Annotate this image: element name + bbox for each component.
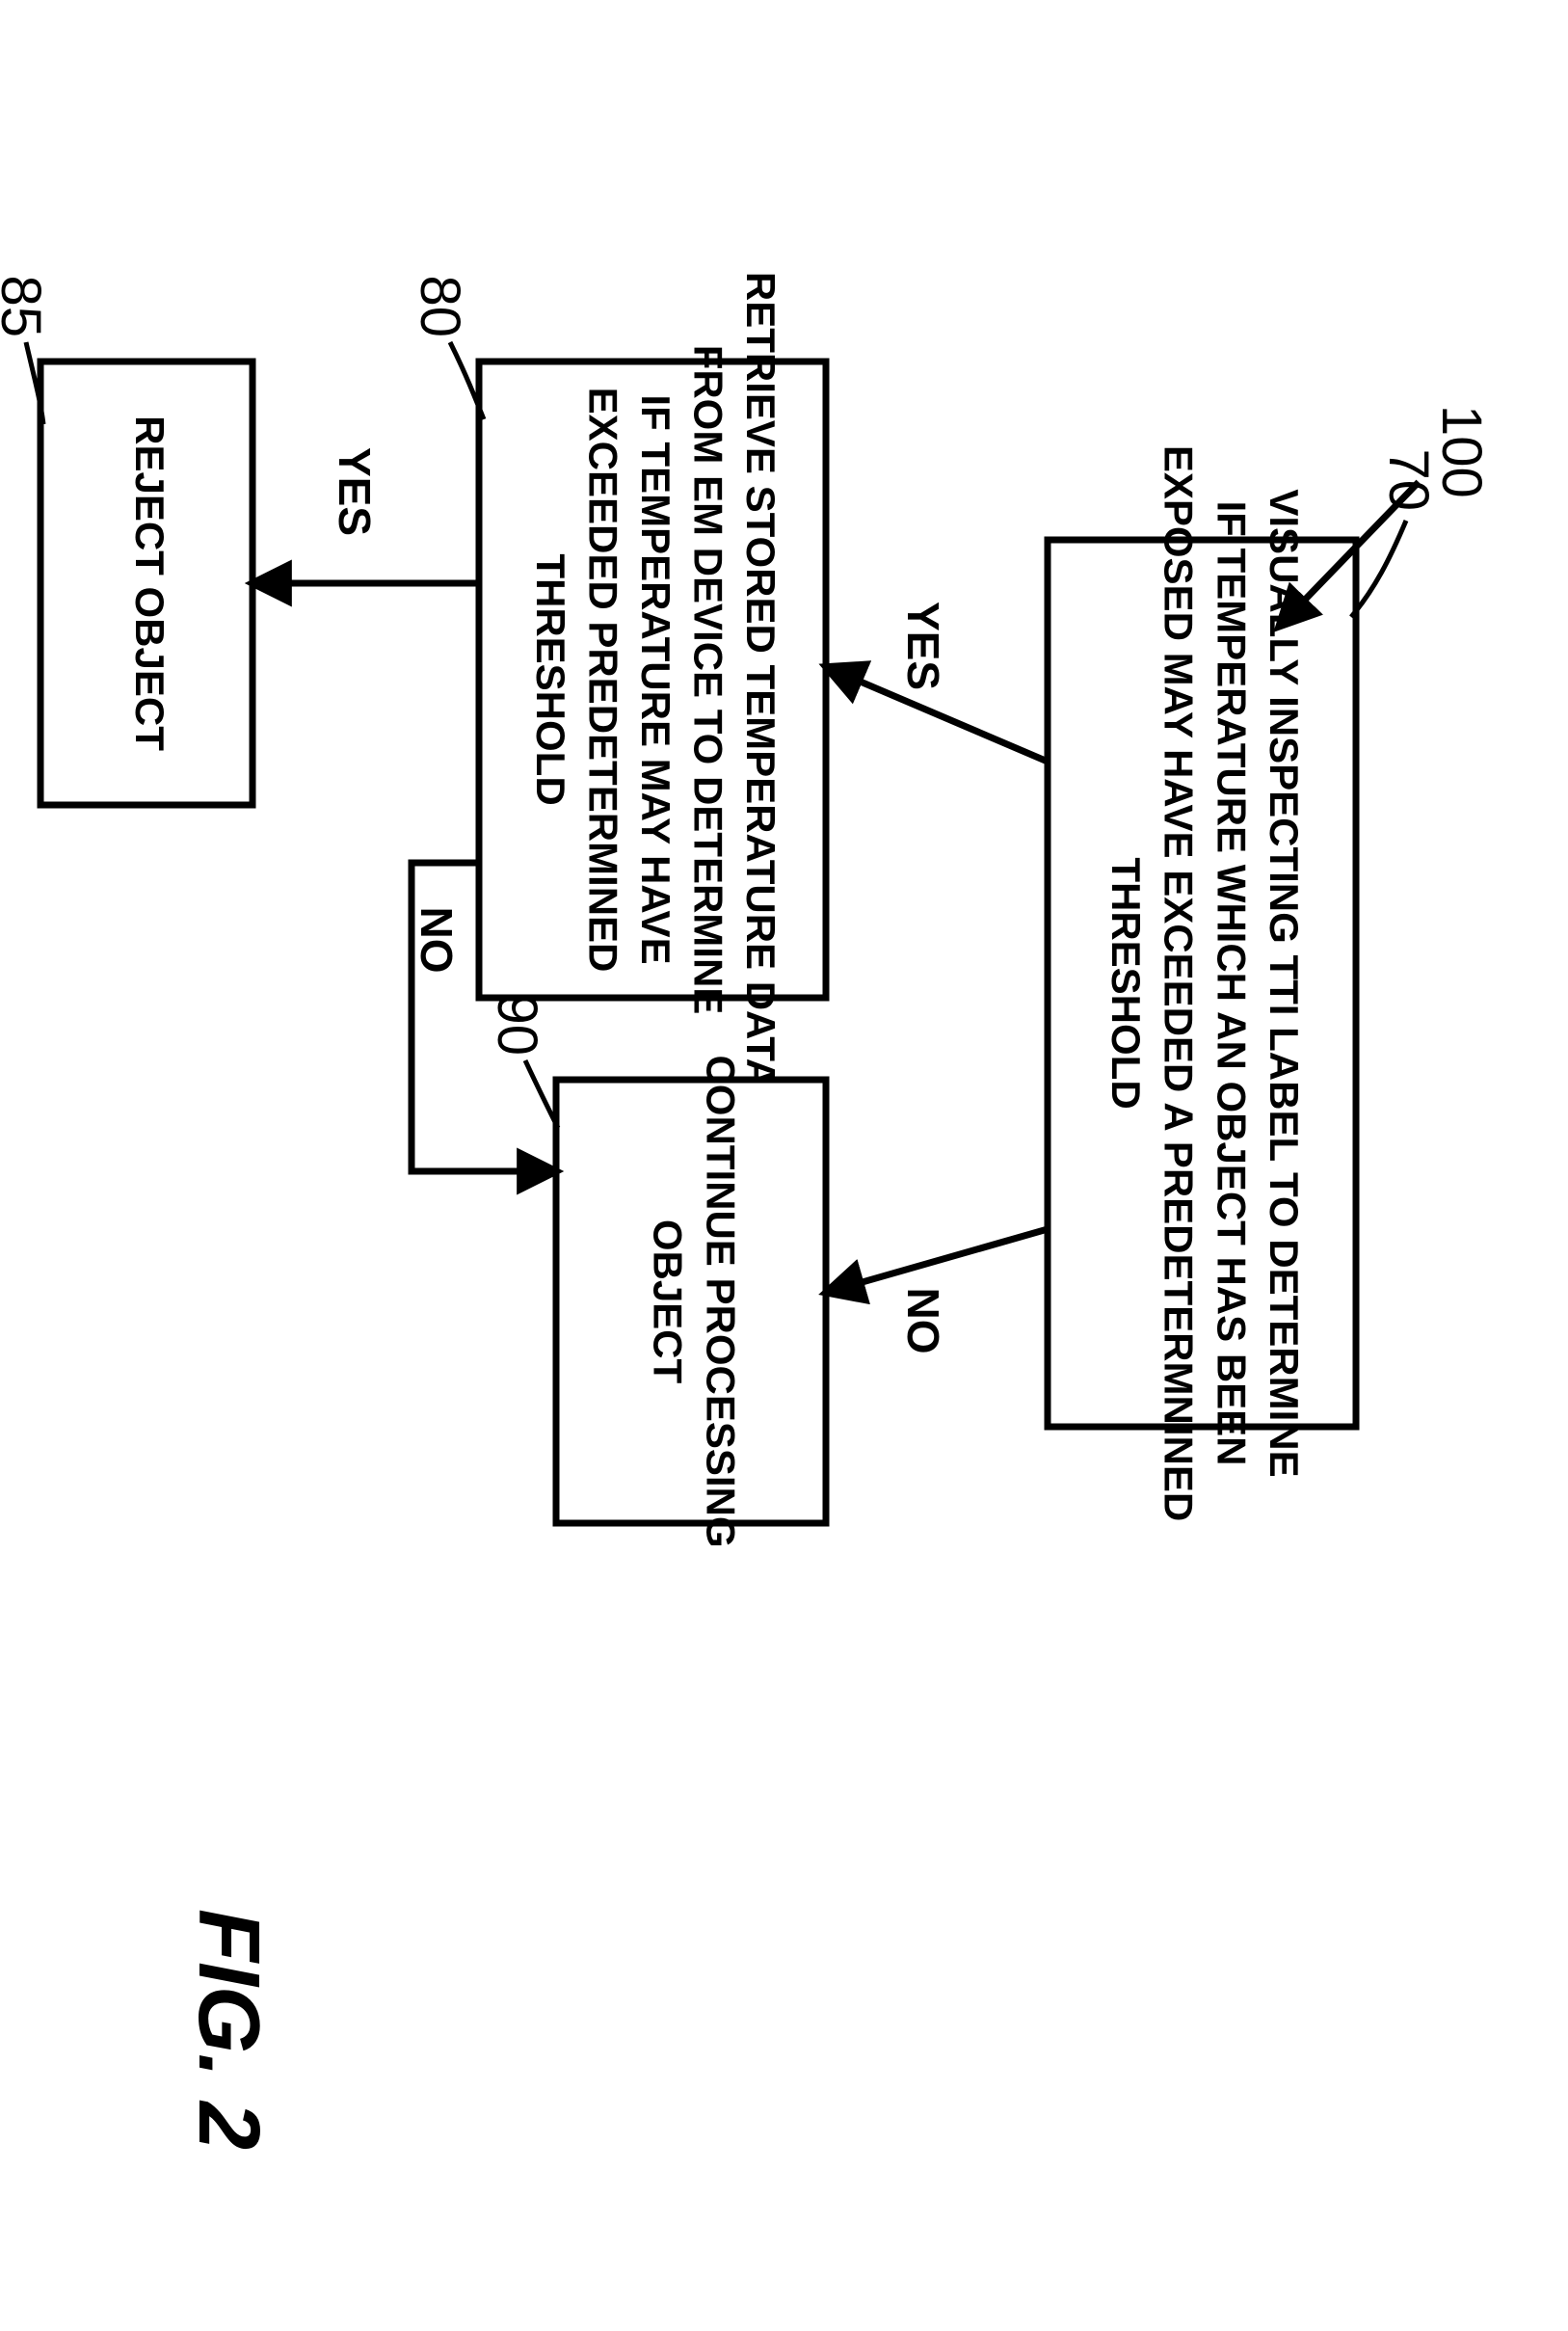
svg-text:REJECT OBJECT: REJECT OBJECT (127, 415, 173, 751)
svg-text:NO: NO (898, 1288, 948, 1354)
svg-text:FIG. 2: FIG. 2 (180, 1909, 277, 2150)
svg-text:80: 80 (409, 275, 471, 337)
svg-text:85: 85 (0, 275, 52, 337)
svg-text:NO: NO (412, 907, 462, 974)
svg-text:100: 100 (1430, 405, 1493, 498)
svg-text:YES: YES (330, 447, 380, 536)
svg-text:90: 90 (486, 993, 548, 1056)
svg-text:YES: YES (898, 602, 948, 690)
